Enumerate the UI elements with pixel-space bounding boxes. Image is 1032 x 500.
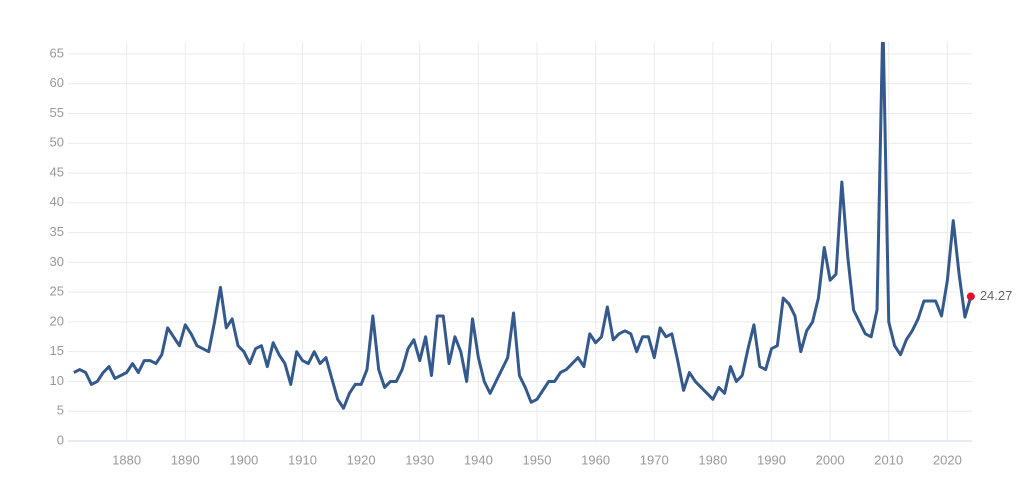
y-tick-label: 30 <box>50 254 64 269</box>
y-tick-label: 20 <box>50 313 64 328</box>
x-tick-label: 1940 <box>464 452 493 467</box>
y-tick-label: 65 <box>50 45 64 60</box>
y-tick-label: 50 <box>50 135 64 150</box>
x-tick-label: 1900 <box>229 452 258 467</box>
x-tick-label: 1970 <box>640 452 669 467</box>
x-tick-label: 2020 <box>933 452 962 467</box>
x-tick-label: 1910 <box>288 452 317 467</box>
y-tick-label: 10 <box>50 373 64 388</box>
x-tick-label: 1920 <box>347 452 376 467</box>
x-tick-label: 1960 <box>581 452 610 467</box>
x-tick-label: 1930 <box>405 452 434 467</box>
last-point <box>966 292 975 301</box>
y-tick-label: 60 <box>50 75 64 90</box>
x-tick-label: 1980 <box>698 452 727 467</box>
x-tick-label: 1890 <box>171 452 200 467</box>
y-tick-label: 35 <box>50 224 64 239</box>
last-value-label: 24.27 <box>980 288 1013 303</box>
y-tick-label: 55 <box>50 105 64 120</box>
y-tick-label: 45 <box>50 164 64 179</box>
x-tick-label: 1880 <box>112 452 141 467</box>
y-tick-label: 40 <box>50 194 64 209</box>
data-line <box>73 42 972 410</box>
x-tick-label: 1950 <box>523 452 552 467</box>
y-tick-label: 25 <box>50 284 64 299</box>
plot-area <box>73 42 972 410</box>
x-tick-label: 2010 <box>874 452 903 467</box>
y-tick-label: 0 <box>57 432 64 447</box>
y-tick-label: 15 <box>50 343 64 358</box>
x-tick-label: 2000 <box>816 452 845 467</box>
x-tick-label: 1990 <box>757 452 786 467</box>
y-tick-label: 5 <box>57 403 64 418</box>
